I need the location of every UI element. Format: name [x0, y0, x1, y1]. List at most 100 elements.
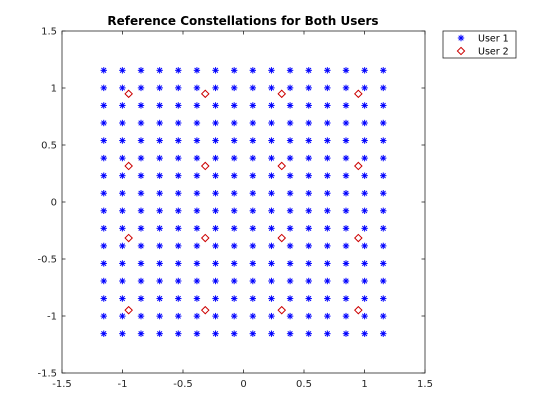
user-1-point — [286, 295, 294, 302]
y-tick-label: 1.5 — [41, 27, 57, 38]
user-1-point — [137, 172, 145, 179]
user-1-point — [212, 137, 219, 144]
user-1-point — [119, 190, 126, 197]
user-1-point — [342, 154, 350, 162]
user-1-point — [100, 172, 107, 179]
user-1-point — [193, 102, 201, 109]
user-1-point — [175, 67, 182, 74]
user-1-point — [305, 154, 312, 162]
axes-box — [61, 30, 426, 374]
legend: User 1 User 2 — [442, 30, 517, 59]
user-1-point — [342, 119, 350, 127]
user-1-point — [249, 242, 257, 250]
user-1-point — [268, 330, 275, 337]
user-1-point — [119, 172, 126, 179]
user-2-point — [200, 89, 210, 99]
user-1-point — [286, 137, 294, 144]
user-1-point — [380, 190, 387, 197]
x-tick-label: -1.5 — [52, 379, 72, 390]
user-1-point — [361, 207, 368, 214]
user-1-point — [324, 242, 331, 250]
user-1-point — [324, 102, 331, 109]
user-1-point — [342, 330, 350, 337]
user-1-point — [175, 260, 182, 267]
user-1-point — [212, 84, 219, 92]
user-1-point — [305, 172, 312, 179]
user-1-point — [212, 102, 219, 109]
user-1-point — [119, 277, 126, 285]
user-1-point — [361, 242, 368, 250]
user-1-point — [137, 207, 145, 214]
y-tick-label: -1.5 — [37, 369, 57, 380]
user-1-point — [342, 102, 350, 109]
user-1-point — [193, 277, 201, 285]
user-1-point — [305, 260, 312, 267]
user-1-point — [175, 277, 182, 285]
user-1-point — [268, 190, 275, 197]
user-1-point — [212, 225, 219, 232]
user-1-point — [193, 207, 201, 214]
user-1-point — [380, 172, 387, 179]
user-1-point — [212, 119, 219, 127]
user-1-point — [305, 312, 312, 320]
user-1-point — [175, 102, 182, 109]
user-1-point — [380, 119, 387, 127]
user-1-point — [305, 137, 312, 144]
user-1-point — [193, 67, 201, 74]
x-tick-label: -1 — [118, 379, 128, 390]
user-1-point — [137, 277, 145, 285]
user-1-point — [137, 225, 145, 232]
user-1-point — [286, 190, 294, 197]
user-1-point — [100, 137, 107, 144]
user-1-point — [212, 277, 219, 285]
user-1-point — [342, 207, 350, 214]
user-1-point — [361, 277, 368, 285]
user-1-point — [137, 84, 145, 92]
user-1-point — [249, 312, 257, 320]
user-1-point — [324, 154, 331, 162]
user-1-point — [156, 242, 163, 250]
user-1-point — [230, 190, 238, 197]
user-1-point — [361, 67, 368, 74]
user-1-point — [305, 84, 312, 92]
user-2-point — [354, 305, 363, 315]
user-1-point — [137, 312, 145, 320]
user-1-point — [342, 137, 350, 144]
user-1-point — [380, 207, 387, 214]
user-1-point — [268, 207, 275, 214]
user-1-point — [230, 295, 238, 302]
user-1-point — [249, 137, 257, 144]
y-tick-label: 0.5 — [41, 141, 57, 152]
user-1-point — [380, 330, 387, 337]
user-1-point — [380, 242, 387, 250]
user-1-point — [193, 137, 201, 144]
x-tick-label: 1.5 — [417, 379, 433, 390]
user-1-point — [380, 225, 387, 232]
user-1-point — [230, 172, 238, 179]
legend-diamond-icon — [456, 46, 466, 56]
user-2-point — [124, 89, 133, 99]
legend-user-2-label: User 2 — [478, 47, 509, 58]
user-1-point — [137, 330, 145, 337]
user-1-point — [305, 225, 312, 232]
user-2-point — [124, 305, 133, 315]
user-2-point — [354, 233, 363, 243]
user-1-point — [305, 119, 312, 127]
user-1-point — [380, 312, 387, 320]
user-1-point — [119, 154, 126, 162]
user-1-point — [119, 102, 126, 109]
user-1-point — [380, 295, 387, 302]
user-1-point — [230, 330, 238, 337]
user-1-point — [268, 84, 275, 92]
user-1-point — [286, 84, 294, 92]
user-1-point — [175, 207, 182, 214]
user-1-point — [156, 330, 163, 337]
user-1-point — [137, 190, 145, 197]
user-2-point — [124, 161, 133, 171]
user-2-point — [200, 305, 210, 315]
user-1-point — [193, 225, 201, 232]
user-1-point — [361, 225, 368, 232]
user-1-point — [175, 154, 182, 162]
user-1-point — [268, 295, 275, 302]
user-1-point — [342, 67, 350, 74]
